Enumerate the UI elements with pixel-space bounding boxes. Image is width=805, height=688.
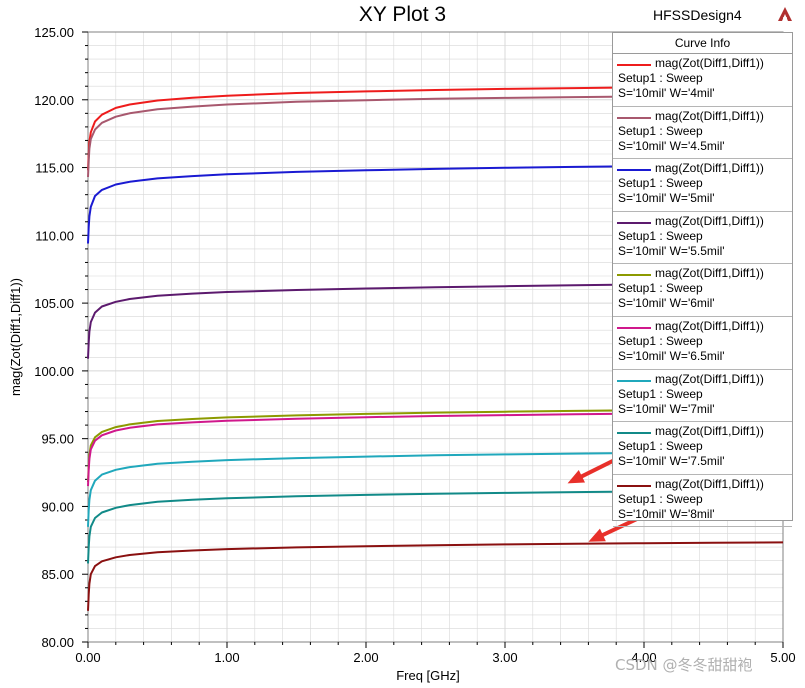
- series-line-7: [87, 450, 784, 527]
- x-tick-label: 2.00: [353, 650, 378, 665]
- legend-name: mag(Zot(Diff1,Diff1)): [655, 424, 764, 439]
- x-tick-label: 5.00: [770, 650, 795, 665]
- series-line-3: [87, 163, 784, 244]
- legend-params: S='10mil' W='4mil': [618, 86, 715, 100]
- legend-setup: Setup1 : Sweep: [618, 491, 703, 506]
- series-line-4: [87, 282, 784, 359]
- legend-swatch: [617, 169, 651, 172]
- legend-params: S='10mil' W='4.5mil': [618, 138, 725, 153]
- legend-entry[interactable]: mag(Zot(Diff1,Diff1)) Setup1 : Sweep S='10…: [613, 317, 792, 370]
- legend-name: mag(Zot(Diff1,Diff1)): [655, 56, 764, 70]
- watermark: CSDN @冬冬甜甜袍: [615, 656, 753, 674]
- legend-name: mag(Zot(Diff1,Diff1)): [655, 266, 764, 281]
- legend-setup: Setup1 : Sweep: [618, 123, 703, 138]
- legend-entry[interactable]: mag(Zot(Diff1,Diff1)) Setup1 : Sweep S='10…: [613, 422, 792, 475]
- legend-params: S='10mil' W='5mil': [618, 191, 715, 206]
- legend-setup: Setup1 : Sweep: [618, 228, 703, 243]
- series-line-9: [87, 541, 784, 611]
- y-axis-title: mag(Zot(Diff1,Diff1)): [8, 278, 23, 396]
- y-tick-label: 90.00: [41, 499, 74, 514]
- x-tick-label: 0.00: [75, 650, 100, 665]
- legend-swatch: [617, 432, 651, 435]
- series-line-8: [87, 489, 784, 564]
- legend-setup: Setup1 : Sweep: [618, 281, 703, 296]
- legend-swatch: [617, 326, 651, 329]
- legend-setup: Setup1 : Sweep: [618, 176, 703, 191]
- legend-swatch: [617, 274, 651, 277]
- series-line-2: [87, 94, 784, 178]
- annotation-arrowhead-1: [567, 470, 585, 484]
- legend-setup: Setup1 : Sweep: [618, 333, 703, 348]
- legend-name: mag(Zot(Diff1,Diff1)): [655, 161, 764, 176]
- annotation-arrowhead-2: [588, 528, 606, 542]
- y-tick-label: 115.00: [35, 161, 74, 176]
- legend-swatch: [617, 379, 651, 382]
- y-tick-label: 125.00: [34, 25, 74, 40]
- legend-entry[interactable]: mag(Zot(Diff1,Diff1)) Setup1 : Sweep S='10…: [613, 475, 792, 528]
- y-tick-label: 120.00: [34, 93, 74, 108]
- series-line-5: [87, 407, 784, 483]
- legend-header: Curve Info: [613, 33, 792, 54]
- legend-entry[interactable]: mag(Zot(Diff1,Diff1)) Setup1 : Sweep S='10…: [613, 212, 792, 265]
- series-line-6: [87, 411, 784, 487]
- legend-params: S='10mil' W='6mil': [618, 296, 715, 311]
- ansys-logo-icon: [778, 7, 792, 21]
- legend-params: S='10mil' W='6.5mil': [618, 348, 725, 363]
- legend-body: mag(Zot(Diff1,Diff1)) Setup1 : Sweep S='10…: [613, 54, 792, 528]
- x-axis-title: Freq [GHz]: [396, 668, 460, 683]
- legend-params: S='10mil' W='7mil': [618, 401, 715, 416]
- legend-swatch: [617, 116, 651, 119]
- legend-setup: Setup1 : Sweep: [618, 439, 703, 454]
- legend-entry[interactable]: mag(Zot(Diff1,Diff1)) Setup1 : Sweep S='10…: [613, 107, 792, 160]
- y-tick-label: 95.00: [41, 432, 74, 447]
- y-tick-label: 100.00: [34, 364, 74, 379]
- legend-setup: Setup1 : Sweep: [618, 386, 703, 401]
- legend-name: mag(Zot(Diff1,Diff1)): [655, 213, 764, 228]
- legend-entry[interactable]: mag(Zot(Diff1,Diff1)) Setup1 : Sweep S='10…: [613, 370, 792, 423]
- plot-title: XY Plot 3: [358, 3, 447, 26]
- legend-name: mag(Zot(Diff1,Diff1)): [655, 371, 764, 386]
- legend-entry[interactable]: mag(Zot(Diff1,Diff1)) Setup1 : Sweep S='10…: [613, 54, 792, 107]
- legend-swatch: [617, 64, 651, 66]
- legend-swatch: [617, 221, 651, 224]
- design-name: HFSSDesign4: [653, 7, 742, 23]
- legend-entry[interactable]: mag(Zot(Diff1,Diff1)) Setup1 : Sweep S='10…: [613, 264, 792, 317]
- legend-params: S='10mil' W='5.5mil': [618, 243, 725, 258]
- legend-name: mag(Zot(Diff1,Diff1)): [655, 318, 764, 333]
- legend-name: mag(Zot(Diff1,Diff1)): [655, 476, 764, 491]
- legend-swatch: [617, 484, 651, 487]
- y-tick-label: 105.00: [34, 296, 74, 311]
- series-line-1: [87, 85, 784, 171]
- legend-entry[interactable]: mag(Zot(Diff1,Diff1)) Setup1 : Sweep S='10…: [613, 159, 792, 212]
- x-tick-label: 3.00: [492, 650, 517, 665]
- legend-params: S='10mil' W='8mil': [618, 506, 715, 521]
- x-tick-label: 1.00: [214, 650, 239, 665]
- legend-name: mag(Zot(Diff1,Diff1)): [655, 108, 764, 123]
- y-tick-label: 80.00: [41, 635, 74, 650]
- y-tick-label: 110.00: [35, 228, 74, 243]
- legend-setup: Setup1 : Sweep: [618, 71, 703, 85]
- x-tick-label: 4.00: [631, 650, 656, 665]
- curve-info-legend[interactable]: Curve Info mag(Zot(Diff1,Diff1)) Setup1 :…: [612, 32, 793, 528]
- legend-params: S='10mil' W='7.5mil': [618, 454, 725, 469]
- y-tick-label: 85.00: [41, 567, 74, 582]
- series-group: [87, 85, 784, 611]
